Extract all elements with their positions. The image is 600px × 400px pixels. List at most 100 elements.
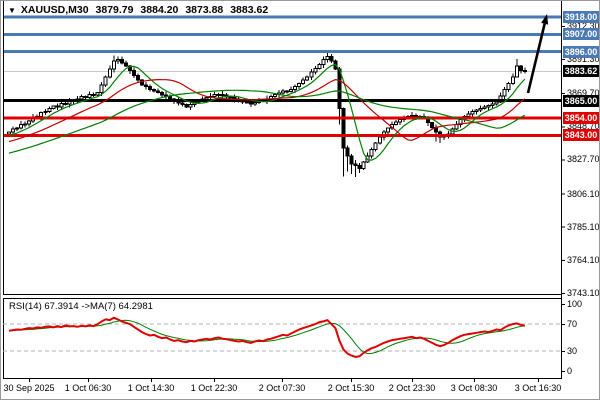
candle: [353, 163, 358, 166]
ma-line-18: [8, 78, 526, 143]
candle: [51, 105, 56, 110]
candle: [510, 76, 515, 84]
time-scale[interactable]: 30 Sep 2025 1 Oct 06:30 1 Oct 14:30 1 Oct 2…: [1, 379, 599, 399]
candle: [220, 93, 225, 96]
candle: [188, 104, 193, 108]
candle: [111, 60, 116, 70]
candle: [486, 104, 491, 108]
candle: [184, 104, 189, 108]
time-tick-label: 1 Oct 14:30: [127, 383, 175, 393]
candle: [301, 79, 306, 84]
trend-arrow[interactable]: [526, 23, 546, 94]
candle: [83, 96, 88, 99]
price-tick-label: 3912.30: [567, 20, 600, 31]
candle: [466, 113, 471, 117]
candle: [131, 70, 136, 76]
candle: [168, 96, 173, 100]
price-tick-label: 3869.70: [567, 88, 600, 99]
price-tick-label: 3848.70: [567, 121, 600, 132]
candle: [19, 123, 24, 129]
candle: [212, 94, 217, 98]
candle: [470, 111, 475, 115]
candle: [63, 102, 68, 105]
candle: [305, 76, 310, 81]
price-badge-3843.00: 3843.00: [563, 129, 599, 142]
candle: [397, 119, 402, 123]
candle: [15, 127, 20, 130]
candle: [148, 85, 153, 90]
price-badge-3883.62: 3883.62: [563, 65, 599, 78]
rsi-tick-label: 30: [567, 345, 578, 356]
rsi-tick-label: 0: [567, 366, 573, 376]
candle: [115, 59, 120, 62]
time-tick-label: 2 Oct 07:30: [258, 383, 306, 393]
candle: [91, 93, 96, 96]
time-tick-label: 1 Oct 22:30: [190, 383, 238, 393]
candle: [11, 128, 16, 133]
candle: [478, 108, 483, 111]
candle: [482, 106, 487, 110]
price-tick-label: 3743.10: [567, 287, 600, 298]
candle: [514, 65, 519, 78]
candle: [7, 131, 11, 135]
price-badge-3907.00: 3907.00: [563, 28, 599, 41]
price-scale[interactable]: 3912.30 3891.30 3869.70 3848.70 3827.70 3806.…: [561, 1, 600, 379]
candle: [474, 109, 479, 113]
candle: [410, 115, 414, 118]
time-tick-label: 1 Oct 06:30: [64, 383, 112, 393]
candle: [518, 65, 523, 72]
candle: [228, 96, 233, 99]
candle: [99, 84, 104, 94]
candle: [248, 101, 253, 105]
price-badge-3918.00: 3918.00: [563, 11, 599, 23]
time-tick-label: 30 Sep 2025: [3, 383, 55, 393]
time-tick-label: 2 Oct 23:30: [388, 383, 436, 393]
rsi-tick-label: 70: [567, 319, 578, 330]
symbol-dropdown-icon[interactable]: ▼: [8, 6, 16, 15]
candle: [502, 89, 507, 97]
candle: [317, 63, 322, 69]
candle: [156, 90, 161, 94]
trend-arrow-head[interactable]: [541, 14, 549, 25]
candle: [522, 70, 527, 73]
candle: [293, 85, 298, 91]
candle: [59, 102, 64, 108]
candle: [285, 90, 290, 93]
time-tick-label: 3 Oct 08:30: [450, 383, 498, 393]
candle: [498, 95, 503, 103]
candle: [47, 108, 52, 113]
candle: [216, 93, 221, 96]
ohlc-high: 3884.20: [140, 4, 179, 16]
candle: [127, 65, 132, 72]
candle: [321, 59, 326, 65]
candle: [506, 82, 511, 91]
candle: [377, 136, 382, 144]
candle: [180, 102, 185, 106]
candle: [39, 111, 44, 118]
candle: [345, 147, 350, 157]
candle: [135, 74, 140, 81]
candle: [289, 89, 294, 92]
candle: [55, 105, 60, 108]
ohlc-close: 3883.62: [230, 4, 269, 16]
candle: [430, 122, 435, 128]
candle: [357, 164, 362, 169]
candle: [309, 71, 314, 78]
rsi-line: [8, 316, 526, 358]
price-tick-label: 3785.10: [567, 221, 600, 232]
candle: [204, 96, 209, 100]
candle: [341, 108, 346, 149]
price-badge-3854.00: 3854.00: [563, 111, 599, 124]
candle: [95, 92, 100, 96]
rsi-indicator-label: RSI(14) 67.3914 ->MA(7) 64.2981: [9, 301, 153, 312]
candle: [144, 84, 149, 87]
candle: [119, 59, 124, 64]
candle: [337, 68, 342, 110]
candle: [349, 155, 354, 165]
candle: [490, 103, 495, 106]
price-tick-label: 3891.30: [567, 54, 600, 65]
candle: [393, 121, 398, 125]
candle: [87, 93, 92, 98]
candle: [373, 142, 378, 151]
